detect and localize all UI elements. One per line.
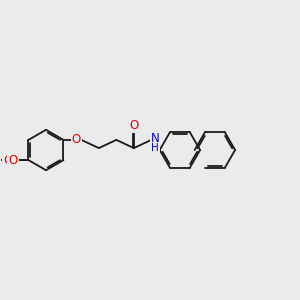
Text: O: O <box>72 134 81 146</box>
Text: N: N <box>151 132 159 145</box>
Text: O: O <box>129 119 139 132</box>
Text: O: O <box>3 154 13 166</box>
Text: H: H <box>151 143 159 153</box>
Text: O: O <box>8 154 18 166</box>
